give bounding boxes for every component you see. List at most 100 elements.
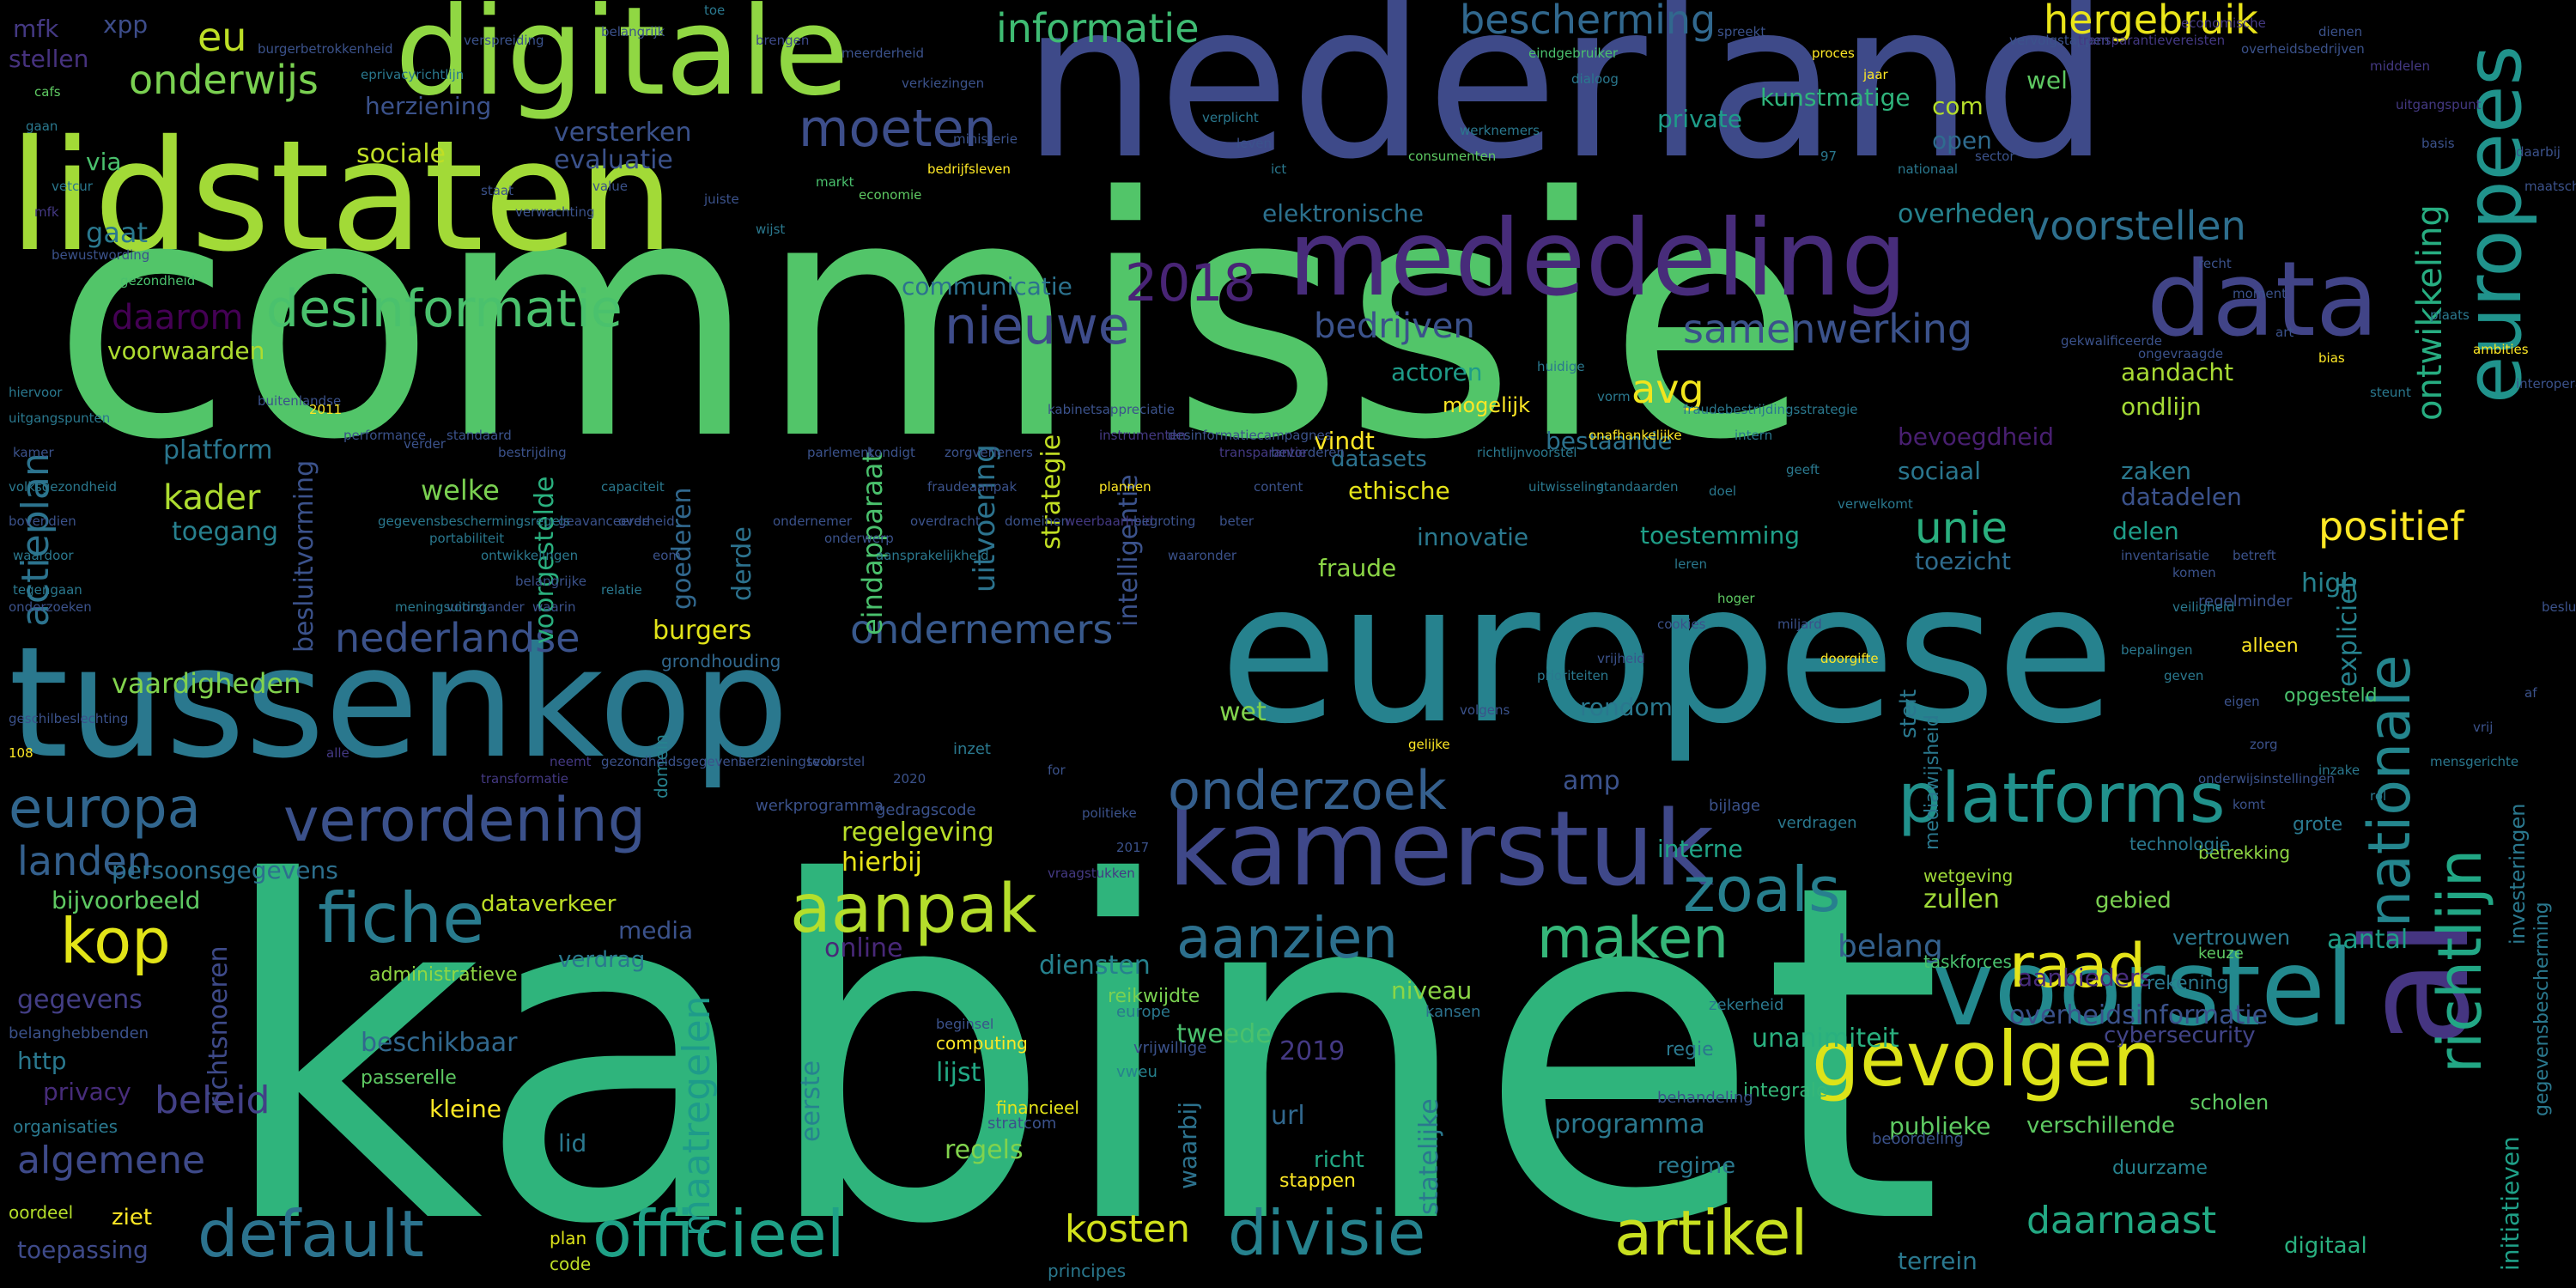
word: amp [1563, 766, 1620, 796]
word: scholen [2190, 1091, 2269, 1115]
word: computing [936, 1033, 1028, 1054]
word: basis [2421, 136, 2455, 151]
word: portabiliteit [429, 531, 505, 546]
word: algemene [17, 1139, 206, 1182]
word: gedragscode [876, 801, 976, 819]
word: artikel [1614, 1197, 1808, 1269]
word: geven [2164, 668, 2204, 683]
word: default [197, 1196, 424, 1272]
word: bijvoorbeeld [52, 886, 201, 914]
word: mediawijsheid [1922, 714, 1943, 850]
word: ministerie [953, 131, 1018, 147]
word: bewustwording [52, 247, 150, 263]
word: 2019 [1279, 1036, 1346, 1066]
word: middelen [2370, 58, 2430, 74]
word: gezondheidsgegevens [601, 754, 745, 769]
word: spreekt [1717, 24, 1766, 39]
word: onderzoeken [9, 599, 92, 615]
word: uitgangspunten [9, 410, 111, 426]
word: zorgverleners [945, 445, 1033, 460]
word: code [550, 1254, 592, 1274]
word: eom [653, 548, 682, 563]
word: publieke [1889, 1112, 1991, 1140]
word: verplicht [1202, 110, 1259, 125]
word: rekening [2147, 973, 2229, 994]
word: welke [421, 474, 500, 507]
word: organisaties [13, 1116, 118, 1137]
word: nederlandse [335, 615, 580, 661]
word: bevorderen [1271, 445, 1346, 460]
word: 97 [1820, 149, 1838, 164]
word: europese [1219, 542, 2116, 767]
word: waaronder [1168, 548, 1237, 563]
word: richtlijnvoorstel [1477, 445, 1577, 460]
word: burgers [653, 616, 752, 646]
word: kabinetsappreciatie [1048, 402, 1175, 417]
word: gevolgen [1812, 1015, 2161, 1103]
word: politieke [1082, 805, 1137, 821]
word: http [17, 1047, 67, 1075]
word: waarin [532, 599, 576, 615]
word: dataverkeer [481, 891, 617, 917]
word: waardoor [13, 548, 74, 563]
word: aantal [2327, 925, 2409, 955]
word: vrijwillige [1133, 1039, 1207, 1057]
word: hergebruik [2044, 0, 2258, 43]
word: interne [1657, 835, 1743, 863]
word: onderwijsinstellingen [2198, 771, 2335, 787]
word: geschilbeslechting [9, 711, 129, 726]
word: bestaande [1546, 427, 1673, 455]
word: diensten [1039, 951, 1151, 981]
word: open [1932, 126, 1992, 155]
word: administratieve [369, 964, 518, 986]
word: capaciteit [601, 479, 665, 495]
word: data [2147, 240, 2379, 360]
word: markt [816, 174, 854, 190]
word: werkprogramma [756, 797, 884, 815]
word: url [1271, 1101, 1305, 1131]
word: cookies [1657, 617, 1706, 632]
word: technologie [2129, 834, 2231, 854]
word: verschillende [2026, 1113, 2176, 1139]
word: intelligentie [1114, 474, 1144, 627]
word: vetcur [52, 179, 93, 194]
word: kader [163, 478, 261, 518]
word: begroting [1133, 513, 1196, 529]
word: inzet [953, 740, 991, 758]
word: daarnaast [2026, 1199, 2217, 1242]
word: geavanceerde [558, 513, 650, 529]
word: regime [1657, 1153, 1736, 1179]
word: veiligheid [2172, 599, 2235, 615]
word: uitwisseling [1528, 479, 1605, 495]
word: fraudebestrijdingsstrategie [1683, 402, 1858, 417]
word: content [1254, 479, 1303, 495]
word: plaats [2430, 307, 2470, 323]
word: toestemming [1640, 521, 1800, 550]
word: platform [163, 435, 273, 465]
word: rol [2370, 788, 2387, 804]
word: moeten [799, 99, 997, 159]
word: neemt [550, 754, 592, 769]
word: overheidsbedrijven [2241, 41, 2365, 57]
word: positief [2318, 503, 2464, 550]
word: stappen [1279, 1170, 1356, 1192]
word: raad [2009, 931, 2147, 1001]
word: ondlijn [2121, 392, 2202, 421]
word: ongevraagde [2138, 346, 2224, 361]
word: gebied [2095, 888, 2172, 914]
word: beoordeling [1872, 1130, 1964, 1148]
word: sociaal [1898, 457, 1981, 485]
word: eerste [796, 1060, 826, 1142]
word: onderwerp [824, 531, 894, 546]
word: waarbij [1174, 1101, 1202, 1189]
word: gegevens [17, 985, 143, 1015]
word: overheid [618, 513, 675, 529]
word: betreft [2233, 548, 2276, 563]
word: meningsuiting [395, 599, 488, 615]
word: elektronische [1262, 199, 1424, 228]
word: sector [1975, 149, 2015, 164]
word: brengen [756, 33, 810, 48]
word: wel [2026, 66, 2068, 94]
word: ethische [1348, 477, 1450, 505]
word: zekerheid [1709, 996, 1784, 1014]
